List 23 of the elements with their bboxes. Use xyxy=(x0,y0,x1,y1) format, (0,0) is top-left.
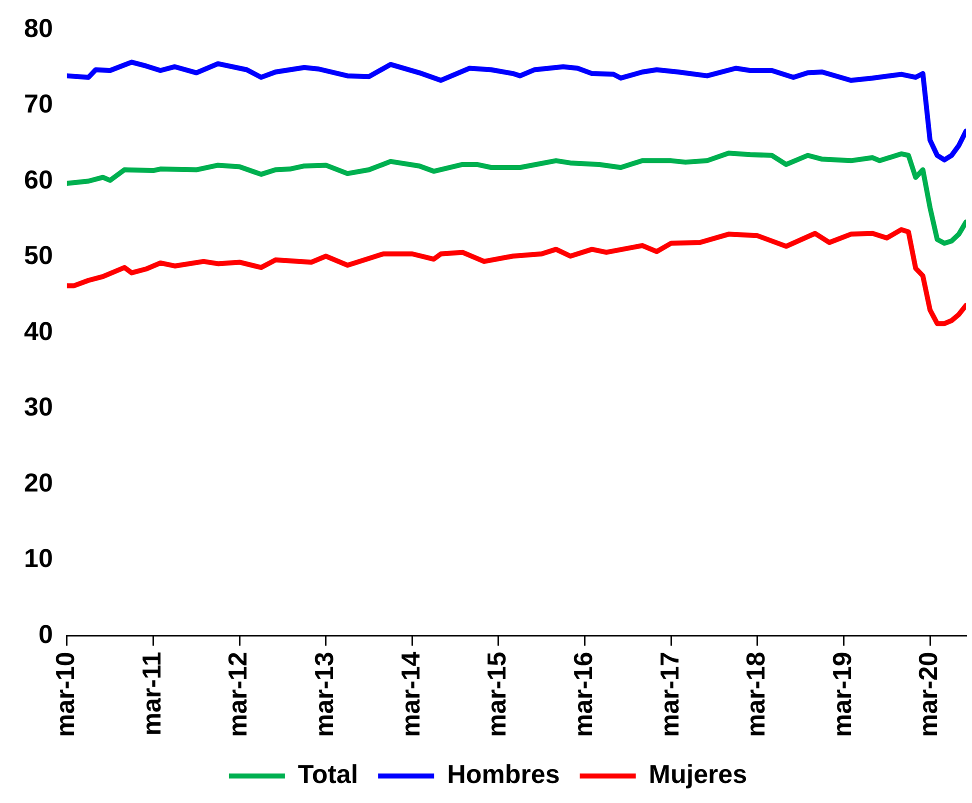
legend-label: Hombres xyxy=(447,759,560,790)
x-tick-label: mar-16 xyxy=(568,652,598,738)
x-tick-label: mar-10 xyxy=(50,652,80,738)
y-tick-label: 30 xyxy=(24,392,53,422)
y-tick-label: 50 xyxy=(24,240,53,270)
x-tick-label: mar-12 xyxy=(222,652,253,738)
y-tick-label: 60 xyxy=(24,164,53,194)
y-tick-label: 10 xyxy=(24,543,53,574)
x-tick-label: mar-14 xyxy=(395,651,426,738)
y-tick-label: 0 xyxy=(38,618,53,649)
legend-label: Mujeres xyxy=(648,759,748,790)
y-tick-label: 40 xyxy=(24,316,53,346)
x-tick-label: mar-19 xyxy=(826,652,857,738)
y-tick-label: 70 xyxy=(24,88,53,119)
y-tick-label: 80 xyxy=(24,12,53,43)
y-tick-label: 20 xyxy=(24,467,53,498)
x-tick-label: mar-18 xyxy=(740,652,771,738)
x-tick-label: mar-11 xyxy=(136,652,166,736)
x-tick-label: mar-17 xyxy=(654,652,684,738)
legend-label: Total xyxy=(298,759,358,790)
x-tick-label: mar-20 xyxy=(913,652,944,738)
x-tick-label: mar-13 xyxy=(309,652,340,738)
x-tick-label: mar-15 xyxy=(482,652,512,738)
